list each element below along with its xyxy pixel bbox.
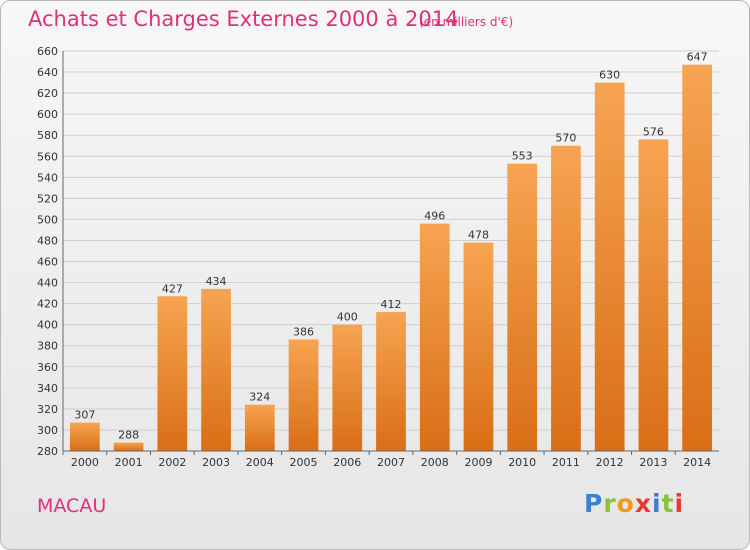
bar bbox=[201, 288, 231, 451]
y-tick-label: 480 bbox=[37, 234, 58, 247]
y-tick-label: 280 bbox=[37, 445, 58, 458]
x-tick-label: 2004 bbox=[246, 456, 274, 469]
x-tick-label: 2008 bbox=[421, 456, 449, 469]
data-label: 386 bbox=[293, 325, 314, 338]
data-label: 630 bbox=[599, 69, 620, 82]
bar bbox=[157, 296, 188, 451]
data-label: 553 bbox=[512, 150, 533, 163]
bar bbox=[463, 242, 494, 451]
y-tick-label: 380 bbox=[37, 340, 58, 353]
logo-letter: x bbox=[634, 489, 652, 518]
data-label: 412 bbox=[381, 298, 402, 311]
x-tick-label: 2007 bbox=[377, 456, 405, 469]
bar bbox=[69, 422, 100, 451]
y-tick-label: 560 bbox=[37, 150, 58, 163]
bar bbox=[113, 442, 144, 451]
y-tick-label: 360 bbox=[37, 361, 58, 374]
y-tick-label: 660 bbox=[37, 45, 58, 58]
logo-letter: t bbox=[661, 489, 675, 518]
x-tick-label: 2002 bbox=[158, 456, 186, 469]
y-tick-label: 620 bbox=[37, 87, 58, 100]
logo-letter: P bbox=[584, 489, 604, 518]
bar bbox=[682, 64, 713, 452]
x-tick-label: 2006 bbox=[333, 456, 361, 469]
y-tick-label: 540 bbox=[37, 171, 58, 184]
logo-letter: i bbox=[652, 489, 662, 518]
bar bbox=[288, 339, 319, 451]
y-axis-ticks: 280 300 320 340 360 380 400 420 440 460 480 500 520 5… bbox=[37, 45, 58, 458]
bar bbox=[376, 312, 406, 451]
data-label: 288 bbox=[118, 429, 139, 442]
y-tick-label: 580 bbox=[37, 129, 58, 142]
x-axis-ticks: 2000 2001 2002 2003 2004 2005 2006 2007 2008 2009… bbox=[62, 451, 711, 469]
y-tick-label: 400 bbox=[37, 319, 58, 332]
x-tick-label: 2009 bbox=[464, 456, 492, 469]
y-tick-label: 420 bbox=[37, 298, 58, 311]
data-label: 478 bbox=[468, 229, 489, 242]
city-name: MACAU bbox=[37, 495, 107, 517]
x-tick-label: 2005 bbox=[290, 456, 318, 469]
bar bbox=[332, 324, 363, 451]
y-tick-label: 300 bbox=[37, 424, 58, 437]
y-tick-label: 640 bbox=[37, 66, 58, 79]
bar bbox=[594, 82, 625, 451]
chart-title: Achats et Charges Externes 2000 à 2014 bbox=[28, 7, 459, 31]
data-label: 647 bbox=[687, 51, 708, 64]
y-tick-label: 520 bbox=[37, 192, 58, 205]
logo-letter: r bbox=[603, 489, 617, 518]
y-tick-label: 320 bbox=[37, 403, 58, 416]
data-label: 576 bbox=[643, 125, 664, 138]
bar bbox=[551, 145, 581, 451]
y-tick-label: 600 bbox=[37, 108, 58, 121]
bar bbox=[419, 223, 450, 451]
data-label: 434 bbox=[206, 275, 227, 288]
y-tick-label: 340 bbox=[37, 382, 58, 395]
data-label: 307 bbox=[74, 409, 95, 422]
x-tick-label: 2000 bbox=[71, 456, 99, 469]
axes bbox=[62, 51, 719, 452]
bar bbox=[507, 163, 538, 451]
data-label: 570 bbox=[555, 132, 576, 145]
x-tick-label: 2011 bbox=[552, 456, 580, 469]
y-tick-label: 440 bbox=[37, 277, 58, 290]
bars: 307 288 427 434 324 386 400 412 496 478 553 570 630 5… bbox=[69, 51, 713, 452]
y-tick-label: 500 bbox=[37, 213, 58, 226]
proxiti-logo: Proxiti bbox=[584, 489, 684, 518]
logo-letter: o bbox=[616, 489, 635, 518]
bar bbox=[244, 404, 275, 451]
data-label: 400 bbox=[337, 311, 358, 324]
y-tick-label: 460 bbox=[37, 256, 58, 269]
x-tick-label: 2001 bbox=[115, 456, 143, 469]
data-label: 496 bbox=[424, 210, 445, 223]
x-tick-label: 2003 bbox=[202, 456, 230, 469]
chart-subtitle: (en milliers d'€) bbox=[419, 15, 514, 29]
x-tick-label: 2013 bbox=[639, 456, 667, 469]
bar bbox=[638, 139, 669, 451]
x-tick-label: 2010 bbox=[508, 456, 536, 469]
x-tick-label: 2014 bbox=[683, 456, 711, 469]
x-tick-label: 2012 bbox=[596, 456, 624, 469]
data-label: 427 bbox=[162, 282, 183, 295]
data-label: 324 bbox=[249, 391, 270, 404]
logo-letter: i bbox=[674, 489, 685, 518]
